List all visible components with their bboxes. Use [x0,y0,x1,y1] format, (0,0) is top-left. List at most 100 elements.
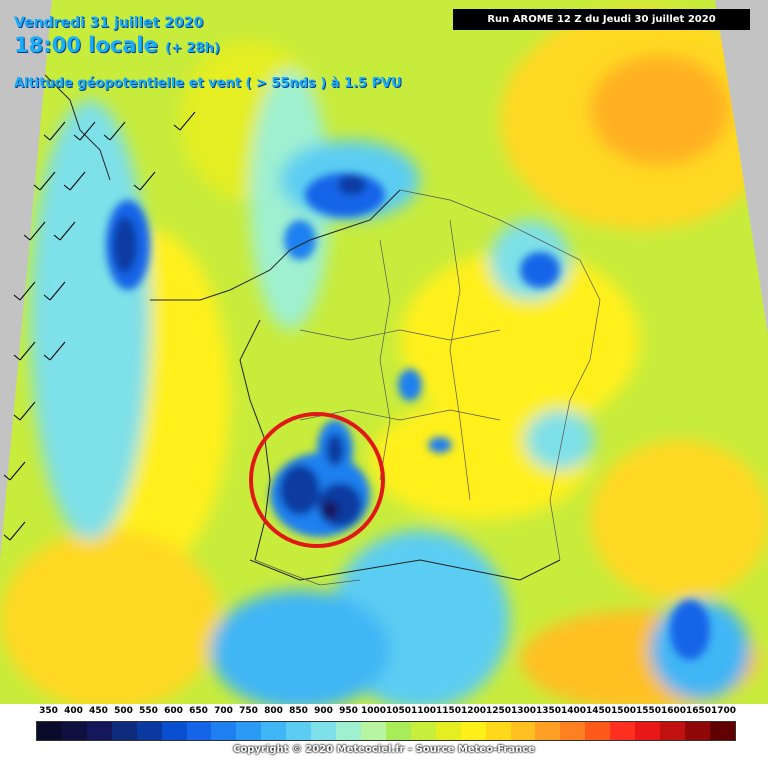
layer-title: Altitude géopotentielle et vent ( > 55nd… [14,76,402,91]
legend-tick: 1500 [610,706,637,716]
low-core-sw-inner-west [280,465,320,515]
legend-swatch [136,722,162,740]
legend-tick: 1100 [410,706,437,716]
legend-swatch [709,722,735,740]
wind-barb [43,121,66,141]
borders [254,189,601,586]
region-border-4 [449,219,471,501]
low-core-west-inner [113,217,137,273]
highlight-circle [249,412,385,548]
low-core-sw-darkest [321,501,339,519]
wind-barbs [3,111,196,541]
legend-tick: 750 [239,706,258,716]
legend-tick-labels: 350 400 450 500 550 600 650 700 750 800 850 900 950 1… [36,706,736,720]
wind-barb [103,121,126,141]
blue-spain [210,590,390,704]
legend-swatch [585,722,611,740]
low-core-center [398,369,422,401]
legend-swatch [37,722,62,740]
legend-swatch [336,722,361,740]
legend-tick: 1050 [385,706,412,716]
legend-tick: 850 [289,706,308,716]
legend-color-scale [36,721,736,741]
region-border-1 [299,329,501,341]
legend-tick: 900 [314,706,333,716]
orange-sw [0,530,220,704]
legend-swatch [311,722,337,740]
legend-tick: 1650 [685,706,712,716]
legend-tick: 550 [139,706,158,716]
legend-tick: 500 [114,706,133,716]
wind-barb [23,221,46,241]
legend-swatch [485,722,511,740]
low-core-corsica [670,600,710,660]
low-core-nw [284,220,316,260]
copyright-text: Copyright © 2020 Meteociel.fr - Source M… [233,744,535,755]
legend-swatch [460,722,486,740]
legend-tick: 1150 [435,706,462,716]
legend-swatch [261,722,287,740]
legend-swatch [385,722,411,740]
legend-swatch [86,722,112,740]
legend-tick: 1400 [560,706,587,716]
legend-tick: 950 [339,706,358,716]
legend-tick: 1550 [635,706,662,716]
legend-tick: 1000 [360,706,387,716]
north-coast [150,189,401,301]
wind-barb [3,521,26,541]
wind-barb [3,461,26,481]
low-core-north-inner [338,175,366,195]
wind-barb [133,171,156,191]
legend-swatch [61,722,87,740]
legend-swatch [186,722,212,740]
legend-swatch [435,722,461,740]
med-coast [249,559,561,581]
legend-swatch [161,722,187,740]
high-pressure-ne-core [590,55,730,165]
legend-swatch [610,722,636,740]
legend-swatch [560,722,586,740]
forecast-date: Vendredi 31 juillet 2020 [14,15,204,31]
wind-barb [43,281,66,301]
cyan-band-atlantic [30,100,150,540]
legend-tick: 600 [164,706,183,716]
legend-swatch [635,722,661,740]
wind-barb [33,171,56,191]
field-layer [0,0,768,704]
legend-tick: 1450 [585,706,612,716]
wind-barb [63,171,86,191]
legend-swatch [211,722,237,740]
legend-tick: 350 [39,706,58,716]
legend-swatch [510,722,536,740]
legend-tick: 700 [214,706,233,716]
wind-barb [13,281,36,301]
run-label: Run AROME 12 Z du Jeudi 30 juillet 2020 [453,9,750,30]
legend-swatch [535,722,561,740]
wind-barb [13,341,36,361]
legend-swatch [660,722,685,740]
yellow-southeast [590,440,768,600]
forecast-offset: (+ 28h) [165,41,220,56]
east-border [399,189,601,561]
wind-barb [173,111,196,131]
cyan-alps [525,410,595,470]
legend-tick: 450 [89,706,108,716]
forecast-time-value: 18:00 locale [14,33,158,57]
region-border-2 [299,409,501,421]
legend-swatch [236,722,262,740]
wind-barb [43,341,66,361]
forecast-time: 18:00 locale (+ 28h) [14,33,220,57]
legend-swatch [286,722,312,740]
legend-swatch [111,722,137,740]
legend-tick: 650 [189,706,208,716]
legend-tick: 1700 [710,706,737,716]
wind-barb [73,121,96,141]
legend-tick: 1250 [485,706,512,716]
legend-swatch [410,722,436,740]
pyrenees-border [254,559,361,586]
wind-barb [13,401,36,421]
region-border-3 [379,239,391,481]
legend-tick: 1200 [460,706,487,716]
